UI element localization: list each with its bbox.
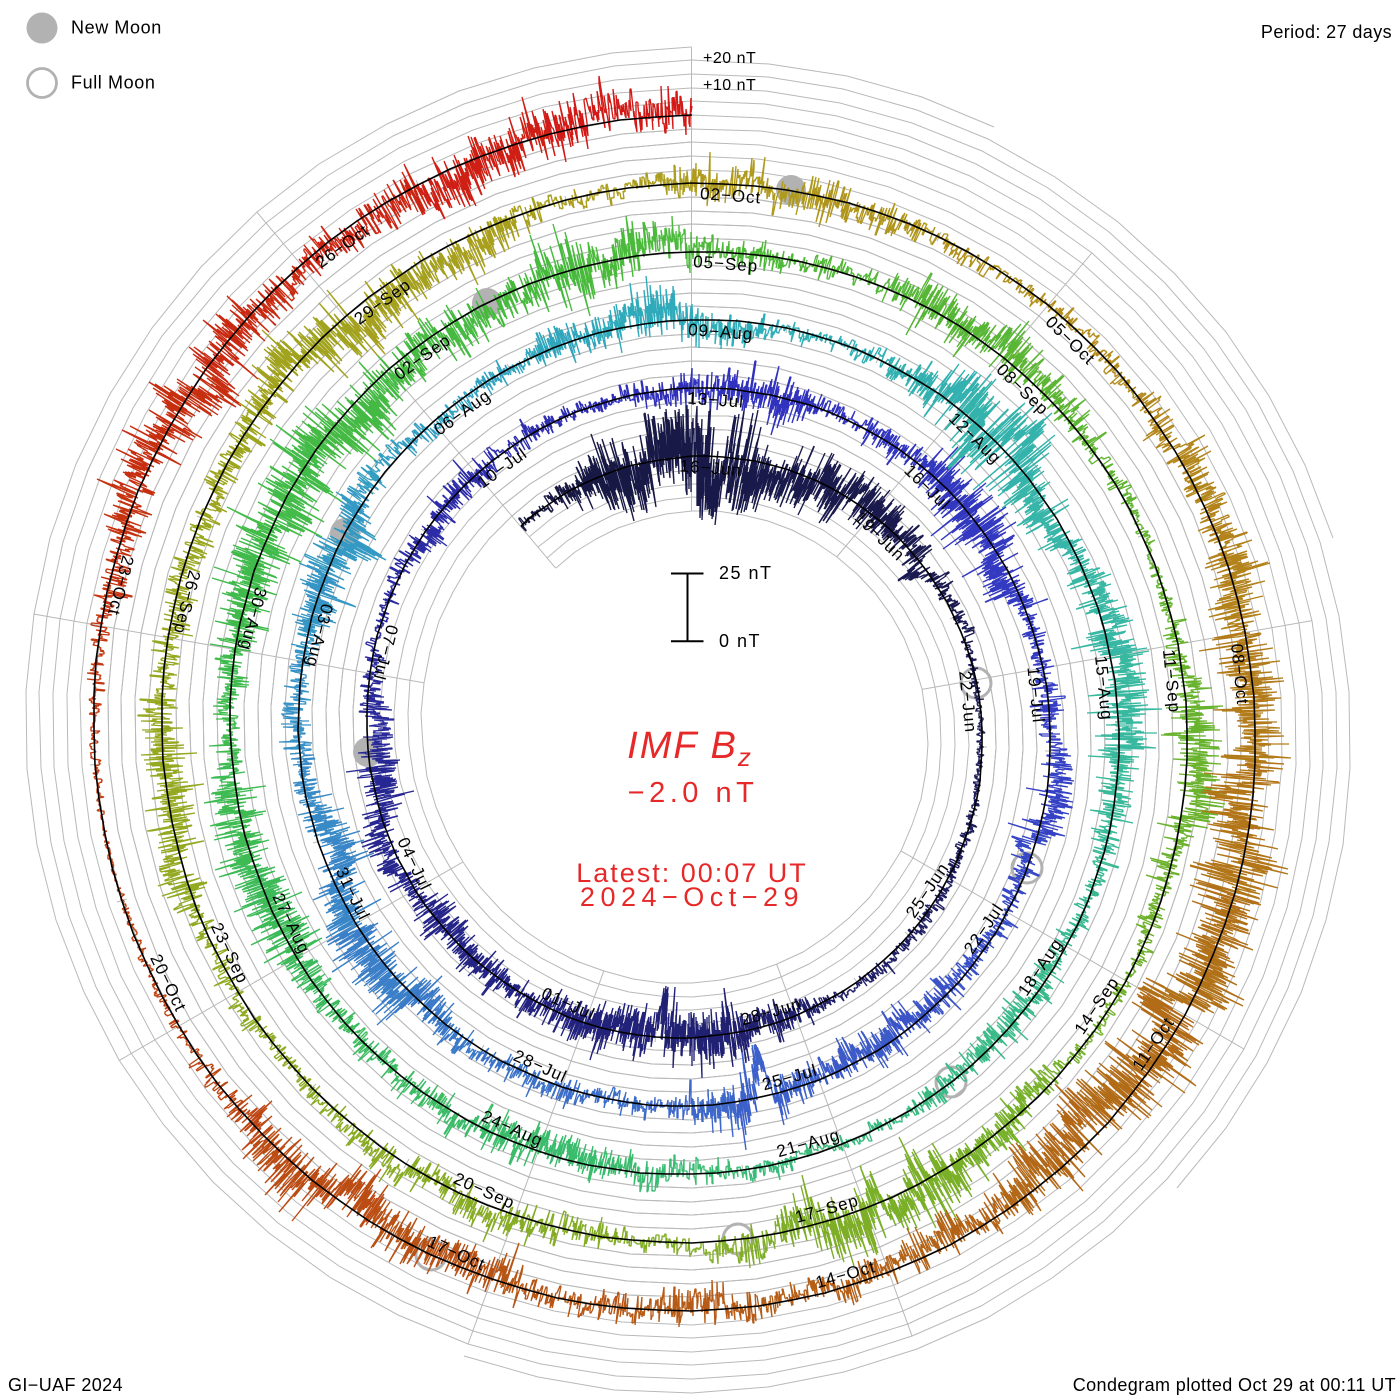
svg-text:IMF Bz: IMF Bz [627,725,753,772]
svg-text:+20 nT: +20 nT [703,50,756,67]
svg-text:Full Moon: Full Moon [71,73,155,93]
svg-text:25 nT: 25 nT [719,563,773,583]
svg-text:02−Oct: 02−Oct [699,184,762,207]
svg-text:GI−UAF 2024: GI−UAF 2024 [8,1375,123,1395]
svg-text:16−Jun: 16−Jun [679,456,742,480]
svg-text:05−Sep: 05−Sep [693,252,759,276]
svg-text:+10 nT: +10 nT [703,77,756,94]
svg-text:09−Aug: 09−Aug [688,320,754,344]
svg-text:New Moon: New Moon [71,18,162,38]
svg-text:Period: 27 days: Period: 27 days [1261,22,1392,42]
svg-text:0 nT: 0 nT [719,631,761,651]
svg-text:13−Jul: 13−Jul [687,389,745,412]
svg-text:2024−Oct−29: 2024−Oct−29 [580,882,804,912]
svg-text:Latest: 00:07 UT: Latest: 00:07 UT [576,858,808,888]
svg-text:Condegram plotted Oct 29 at 00: Condegram plotted Oct 29 at 00:11 UT [1073,1375,1396,1395]
svg-text:−2.0 nT: −2.0 nT [628,777,759,809]
